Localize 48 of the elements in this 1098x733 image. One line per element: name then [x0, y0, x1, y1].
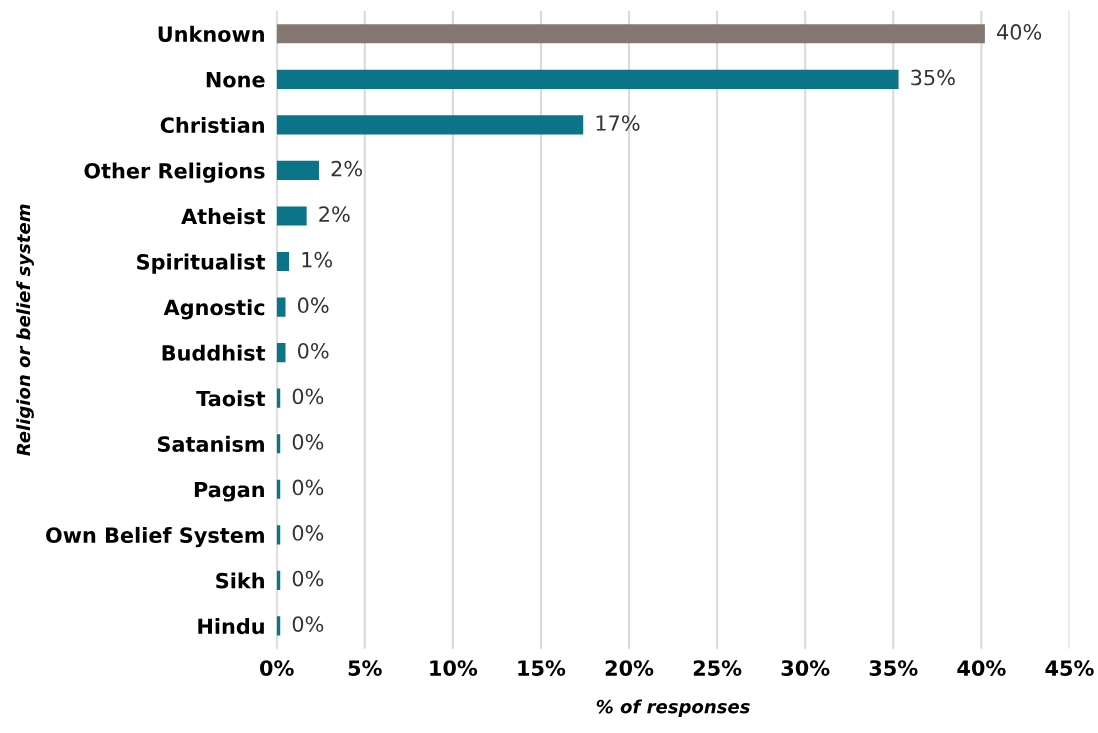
y-tick-label: Pagan — [194, 481, 264, 502]
y-tick-label: None — [206, 72, 265, 88]
data-label: 17% — [596, 115, 640, 131]
data-label: 2% — [319, 206, 350, 223]
data-label: 0% — [292, 570, 324, 587]
x-tick-label: 20% — [605, 660, 654, 676]
x-tick-label: 40% — [957, 660, 1006, 676]
bar — [276, 343, 286, 363]
y-tick-label: Buddhist — [162, 344, 266, 361]
data-label: 35% — [911, 69, 955, 86]
x-tick-label: 10% — [430, 660, 478, 676]
y-tick-label: Spiritualist — [137, 253, 266, 274]
y-tick-label: Atheist — [181, 208, 266, 225]
data-label: 0% — [297, 342, 329, 359]
y-tick-label: Christian — [160, 116, 264, 134]
y-tick-label: Hindu — [198, 618, 264, 635]
x-tick-label: 30% — [781, 660, 830, 676]
bar — [276, 251, 290, 272]
data-label: 0% — [292, 616, 324, 632]
data-label: 0% — [292, 525, 324, 541]
data-label: 0% — [292, 434, 324, 450]
data-label: 0% — [292, 479, 324, 496]
y-tick-label: Agnostic — [163, 299, 265, 320]
x-tick-label: 0% — [260, 660, 294, 676]
data-label: 0% — [297, 297, 329, 314]
bar — [276, 115, 584, 135]
x-tick-label: 25% — [693, 660, 742, 676]
y-tick-label: Satanism — [157, 435, 264, 452]
x-tick-label: 45% — [1045, 660, 1094, 676]
bar — [276, 160, 319, 180]
data-label: 1% — [302, 251, 333, 268]
y-tick-label: Unknown — [158, 25, 264, 42]
data-label: 2% — [331, 160, 362, 177]
bar — [276, 69, 899, 89]
x-tick-label: 5% — [348, 660, 382, 676]
x-axis-title: % of responses — [596, 699, 750, 717]
x-tick-label: 35% — [869, 660, 918, 676]
bar — [276, 206, 307, 226]
bar — [276, 297, 286, 317]
y-axis-title: Religion or belief system — [16, 204, 34, 456]
x-tick-label: 15% — [518, 660, 566, 676]
y-tick-label: Own Belief System — [46, 526, 264, 548]
bar — [276, 24, 985, 44]
data-label: 0% — [292, 388, 324, 405]
y-tick-label: Sikh — [216, 572, 264, 589]
y-tick-label: Other Religions — [84, 162, 265, 183]
y-tick-label: Taoist — [196, 390, 266, 407]
data-label: 40% — [997, 24, 1042, 40]
